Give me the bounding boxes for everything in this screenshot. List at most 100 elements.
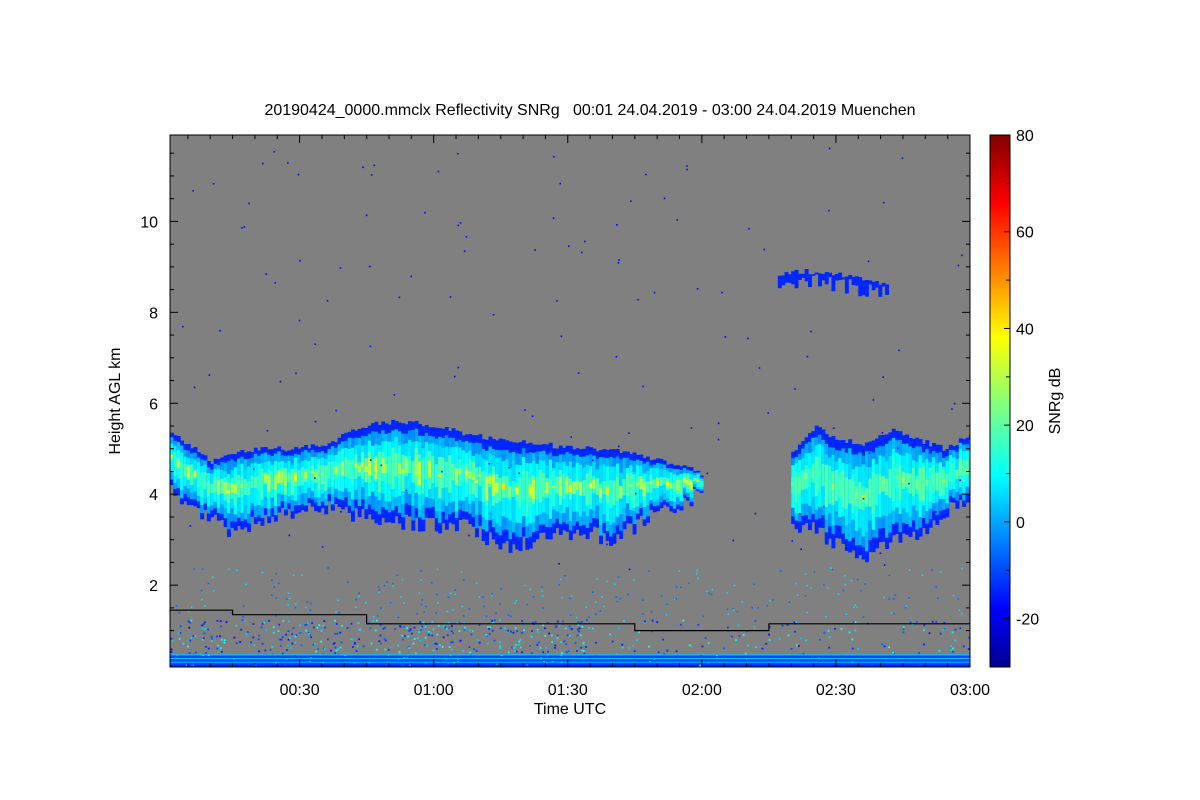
clutter-point — [187, 645, 189, 648]
cloud-column — [471, 473, 476, 480]
noise-point — [642, 599, 644, 602]
clutter-point — [469, 651, 472, 654]
noise-point — [571, 595, 573, 597]
noise-point — [599, 610, 602, 612]
clutter-point — [498, 641, 501, 644]
clutter-point — [486, 662, 489, 664]
noise-point — [702, 615, 705, 618]
noise-point — [779, 570, 782, 572]
noise-point — [908, 569, 911, 571]
clutter-point — [870, 664, 873, 666]
clutter-point — [218, 656, 221, 659]
cloud-column — [226, 490, 231, 494]
clutter-point — [499, 627, 502, 630]
clutter-point — [943, 621, 946, 624]
noise-point — [275, 597, 278, 599]
noise-point — [266, 429, 269, 432]
clutter-point — [834, 627, 836, 630]
noise-point — [596, 578, 599, 580]
clutter-point — [202, 637, 205, 640]
clutter-point — [211, 637, 214, 640]
noise-point — [447, 596, 450, 598]
noise-point — [453, 375, 456, 378]
noise-point — [584, 240, 586, 243]
colorbar-tick-label: -20 — [1016, 612, 1039, 629]
clutter-point — [488, 627, 491, 630]
cloud-column — [330, 461, 335, 487]
clutter-point — [322, 624, 325, 627]
noise-point — [187, 610, 190, 613]
cloud-column — [518, 477, 523, 509]
cloud-column — [824, 272, 829, 285]
noise-point — [245, 583, 248, 586]
noise-point — [201, 598, 203, 601]
noise-point — [518, 472, 520, 475]
clutter-point — [923, 643, 925, 646]
cloud-column — [505, 475, 510, 498]
clutter-point — [938, 649, 941, 652]
noise-point — [637, 298, 639, 301]
clutter-point — [379, 634, 382, 637]
noise-point — [663, 197, 666, 200]
ground-clutter-band — [170, 655, 970, 667]
clutter-point — [409, 629, 412, 632]
clutter-point — [607, 664, 609, 666]
clutter-point — [397, 644, 399, 647]
colorbar-label: SNRg dB — [1047, 368, 1064, 435]
clutter-point — [565, 651, 568, 654]
clutter-point — [457, 660, 460, 663]
noise-point — [193, 386, 196, 389]
clutter-point — [399, 662, 402, 665]
clutter-point — [519, 639, 522, 641]
x-axis: 00:30 01:00 01:30 02:00 02:30 03:00 — [187, 135, 990, 699]
clutter-point — [436, 662, 439, 664]
clutter-point — [268, 619, 270, 622]
clutter-point — [651, 619, 654, 622]
cloud-column — [801, 470, 806, 489]
clutter-point — [632, 644, 635, 647]
noise-point — [678, 570, 680, 572]
cloud-column — [942, 479, 947, 483]
cloud-column — [824, 464, 829, 508]
clutter-point — [447, 621, 450, 624]
cloud-column — [699, 480, 704, 487]
cloud-column — [535, 477, 540, 500]
clutter-point — [439, 644, 441, 646]
cloud-column — [297, 470, 302, 487]
clutter-point — [280, 638, 283, 641]
clutter-point — [594, 654, 597, 657]
clutter-point — [399, 625, 402, 628]
noise-point — [430, 581, 433, 584]
noise-point — [462, 578, 465, 581]
cloud-column — [875, 281, 879, 288]
clutter-point — [901, 658, 904, 661]
noise-point — [301, 574, 303, 577]
clutter-point — [354, 642, 356, 644]
clutter-point — [384, 663, 387, 666]
cloud-column — [384, 464, 389, 473]
cloud-column — [273, 474, 278, 490]
clutter-point — [622, 619, 625, 622]
noise-point — [726, 592, 728, 594]
clutter-point — [486, 626, 489, 628]
clutter-point — [424, 625, 427, 628]
clutter-point — [585, 662, 588, 664]
clutter-point — [432, 649, 435, 652]
clutter-point — [493, 639, 496, 642]
cloud-column — [458, 468, 463, 475]
noise-point — [420, 603, 423, 606]
noise-point — [492, 314, 495, 316]
noise-point — [767, 412, 770, 414]
noise-point — [666, 603, 668, 606]
noise-point — [958, 609, 961, 611]
cloud-column — [391, 447, 396, 490]
cloud-column — [454, 468, 459, 485]
cloud-column — [605, 489, 610, 493]
clutter-point — [962, 645, 965, 648]
clutter-point — [568, 634, 571, 637]
cloud-column — [481, 471, 486, 502]
clutter-point — [309, 633, 312, 636]
clutter-point — [581, 625, 584, 628]
cloud-column — [488, 476, 493, 484]
clutter-point — [778, 637, 781, 640]
